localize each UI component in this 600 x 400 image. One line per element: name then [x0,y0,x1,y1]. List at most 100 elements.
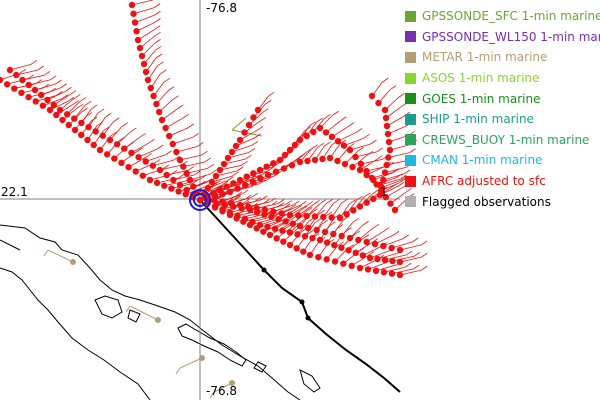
observation-point [232,142,240,150]
wind-barb [343,137,364,146]
observation-point [111,155,118,162]
wind-barb-flag [382,227,390,233]
coastline [0,224,301,400]
observation-point [233,215,240,222]
wind-barb-flag [250,205,258,211]
observation-point [384,130,392,138]
observation-point [103,151,111,158]
wind-barb-flag [65,86,72,92]
legend-item[interactable]: Flagged observations [405,191,600,212]
wind-barb [385,187,403,198]
wind-barb-flag [264,99,272,105]
observation-point [368,92,376,100]
storm-center-marker[interactable] [189,189,211,211]
wind-barb-flag [221,180,229,186]
wind-barb-flag [372,224,379,229]
wind-barb-flag [347,244,354,250]
wind-barb-flag [366,151,374,156]
observation-point [212,172,220,180]
observation-point [226,211,234,219]
wind-barb-flag [264,212,271,218]
observation-point [130,10,137,17]
wind-barb [16,69,38,76]
wind-barb-flag [69,90,77,96]
observation-point [304,157,311,165]
observation-point [261,206,269,214]
observation-point [311,213,319,220]
legend-item[interactable]: SHIP 1-min marine [405,109,600,130]
wind-barb [131,0,154,6]
wind-barb-flag [404,262,412,268]
wind-barb [384,254,407,261]
observation-point [182,191,189,198]
observation-point [310,128,317,136]
observation-point [383,122,391,130]
wind-barb-flag [413,264,420,270]
bottom-longitude-label: -76.8 [206,384,238,398]
wind-barb-flag [279,213,287,219]
wind-barb [214,199,235,208]
legend-label: ASOS 1-min marine [422,71,540,86]
wind-barb-flag [353,230,361,236]
wind-barb-flag [256,126,264,131]
observation-point [311,156,319,164]
wind-barb-flag [262,108,269,114]
wind-barb [21,87,43,94]
observation-point [245,121,253,129]
legend-item[interactable]: METAR 1-min marine [405,47,600,68]
legend-item[interactable]: GOES 1-min marine [405,88,600,109]
legend-item[interactable]: CMAN 1-min marine [405,150,600,171]
legend-item[interactable]: GPSSONDE_WL150 1-min marine [405,27,600,48]
legend-item[interactable]: AFRC adjusted to sfc [405,171,600,192]
observation-point [272,168,280,175]
wind-barb-flag [326,198,333,204]
observation-point [84,136,91,144]
wind-barb-flag [242,198,250,204]
wind-barb-flag [154,18,161,23]
legend-item[interactable]: GPSSONDE_SFC 1-min marine [405,6,600,27]
wind-barb-flag [154,158,161,164]
legend-item[interactable]: ASOS 1-min marine [405,68,600,89]
observation-point [350,207,357,214]
observation-point [147,84,154,92]
wind-barb-flag [397,248,405,254]
legend-label: SHIP 1-min marine [422,112,534,127]
wind-barb [379,178,401,186]
observation-point [257,175,264,182]
observation-point [381,256,389,264]
observation-point [163,171,170,179]
wind-barb-flag [397,181,405,187]
observation-point [196,196,204,204]
observation-point [370,195,377,203]
legend-item[interactable]: CREWS_BUOY 1-min marine [405,130,600,151]
observation-point [96,146,104,154]
observation-point [175,188,182,195]
observation-point [380,269,388,276]
wind-barb-flag [181,160,188,166]
observation-point [211,192,219,200]
observation-point [135,153,142,161]
observation-point [396,246,404,254]
wind-barb-flag [371,238,379,243]
observation-point [234,185,241,192]
wind-barb [137,29,155,41]
observation-point [291,141,299,149]
observation-point [50,101,57,109]
observation-point [381,106,389,114]
wind-barb-flag [67,96,75,102]
wind-barb-flag [207,163,215,169]
observation-point [113,141,121,148]
observation-point [236,136,244,144]
wind-barb-flag [74,94,81,99]
observation-point [208,178,216,186]
wind-barb-flag [167,86,175,92]
wind-barb-flag [97,108,105,114]
legend-swatch [405,51,416,63]
observation-point [286,146,294,154]
wind-barb [56,104,73,116]
metar-barb-flag [43,249,49,257]
wind-barb-flag [356,195,363,201]
observation-point [236,201,244,209]
observation-point [296,158,304,166]
